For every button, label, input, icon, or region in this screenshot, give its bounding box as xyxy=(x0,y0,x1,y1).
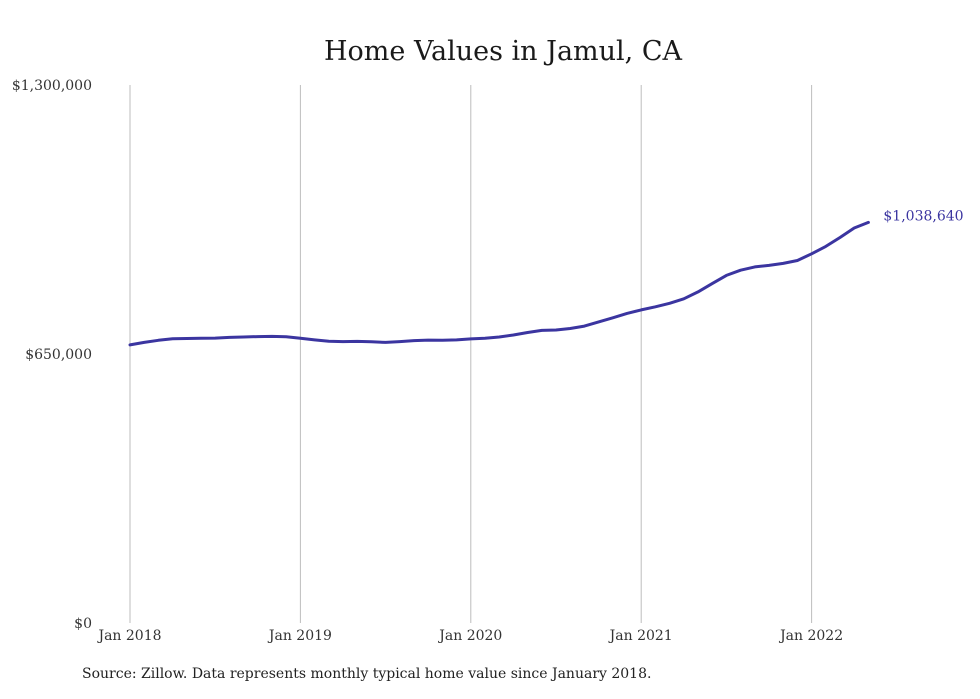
series-line xyxy=(128,220,870,347)
x-tick-label: Jan 2020 xyxy=(437,628,502,644)
series-group xyxy=(128,220,870,347)
x-tick-label: Jan 2018 xyxy=(96,628,161,644)
y-tick-label: $1,300,000 xyxy=(12,78,92,94)
end-value-label: $1,038,640 xyxy=(883,208,963,224)
y-tick-label: $0 xyxy=(74,616,92,632)
grid-lines xyxy=(129,85,813,623)
x-tick-label: Jan 2019 xyxy=(267,628,332,644)
annotations: $1,038,640 xyxy=(883,208,963,224)
chart-title: Home Values in Jamul, CA xyxy=(324,36,683,67)
x-tick-label: Jan 2022 xyxy=(778,628,843,644)
y-axis-ticks: $1,300,000 $650,000 $0 xyxy=(12,78,92,632)
x-tick-label: Jan 2021 xyxy=(608,628,673,644)
x-axis-ticks: Jan 2018 Jan 2019 Jan 2020 Jan 2021 Jan 2022 xyxy=(96,628,843,644)
y-tick-label: $650,000 xyxy=(25,347,92,363)
source-note: Source: Zillow. Data represents monthly … xyxy=(82,666,652,682)
